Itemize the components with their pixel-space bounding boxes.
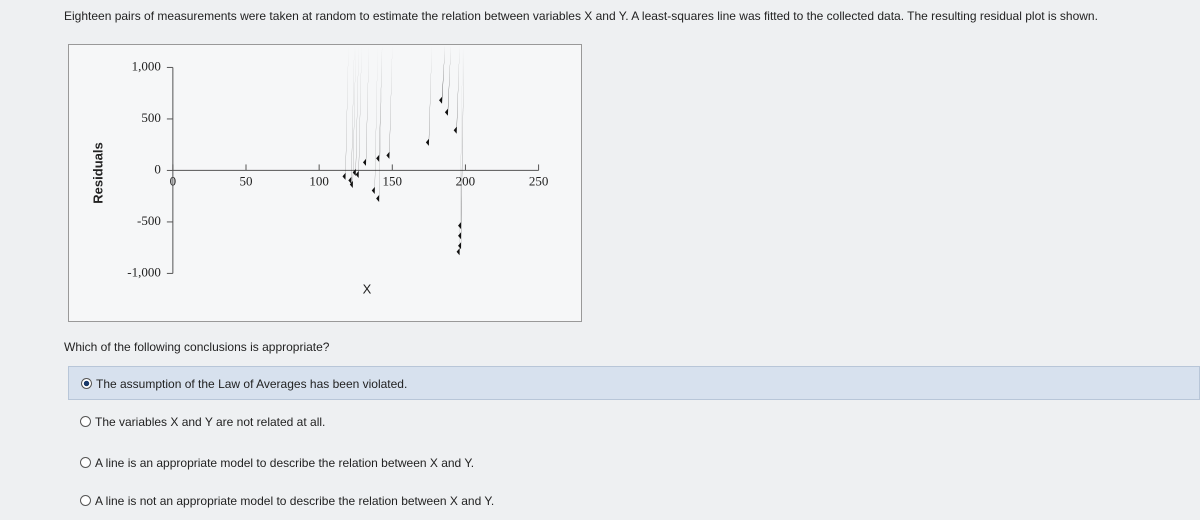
x-tick-label: 50	[240, 173, 253, 188]
data-point	[376, 45, 383, 162]
x-tick-label: 150	[383, 173, 403, 188]
y-tick-label: -1,000	[127, 264, 161, 279]
x-tick-label: 250	[529, 173, 549, 188]
data-point	[362, 45, 369, 166]
radio-button[interactable]	[80, 416, 91, 427]
y-tick-label: -500	[137, 213, 161, 228]
y-tick-label: 1,000	[132, 58, 161, 73]
radio-button[interactable]	[80, 457, 91, 468]
y-tick-label: 0	[154, 161, 161, 176]
answer-option[interactable]: A line is not an appropriate model to de…	[68, 484, 494, 518]
data-point	[386, 45, 393, 159]
y-axis-label: Residuals	[90, 142, 105, 203]
answer-option[interactable]: A line is an appropriate model to descri…	[68, 446, 474, 480]
option-text: A line is not an appropriate model to de…	[95, 494, 495, 508]
data-point	[439, 45, 446, 104]
data-point	[348, 45, 355, 184]
data-point	[453, 45, 460, 134]
data-point	[371, 45, 378, 195]
answer-option[interactable]: The assumption of the Law of Averages ha…	[68, 366, 1200, 400]
data-point	[444, 45, 451, 116]
radio-button[interactable]	[81, 378, 92, 389]
option-text: The variables X and Y are not related at…	[95, 415, 326, 429]
data-point	[458, 45, 465, 240]
question-intro: Eighteen pairs of measurements were take…	[64, 9, 1098, 23]
answer-option[interactable]: The variables X and Y are not related at…	[68, 405, 325, 439]
y-tick-label: 500	[141, 110, 161, 125]
radio-button[interactable]	[80, 495, 91, 506]
option-text: The assumption of the Law of Averages ha…	[96, 377, 408, 391]
data-point	[349, 45, 356, 188]
x-tick-label: 200	[456, 173, 476, 188]
x-tick-label: 0	[170, 173, 177, 188]
data-point	[355, 45, 362, 179]
data-point	[342, 45, 349, 180]
data-point	[458, 45, 465, 250]
data-point	[425, 45, 432, 146]
data-point	[376, 45, 383, 203]
data-point	[458, 45, 465, 230]
x-tick-label: 100	[309, 173, 329, 188]
question-prompt: Which of the following conclusions is ap…	[64, 340, 330, 354]
data-point	[352, 45, 359, 176]
x-axis-label: X	[363, 281, 372, 296]
residual-plot: Residuals X 1,000 500 0 -500 -1,000 0 50 100 150…	[68, 44, 582, 322]
option-text: A line is an appropriate model to descri…	[95, 456, 475, 470]
